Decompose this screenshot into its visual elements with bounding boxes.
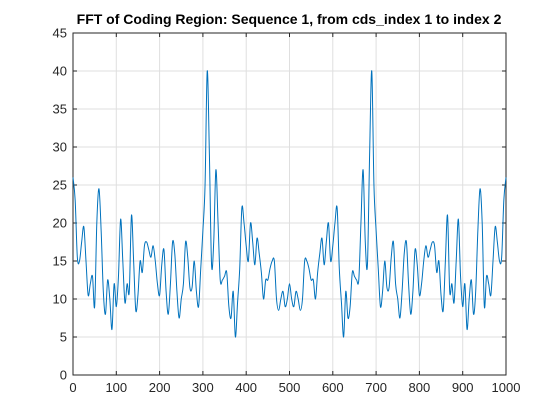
- y-tick-label-5: 25: [53, 178, 67, 193]
- chart-title: FFT of Coding Region: Sequence 1, from c…: [77, 11, 502, 27]
- y-tick-label-4: 20: [53, 216, 67, 231]
- x-tick-label-0: 0: [69, 380, 76, 395]
- series-line: [72, 70, 507, 338]
- x-tick-label-9: 900: [452, 380, 474, 395]
- y-tick-label-1: 5: [60, 330, 67, 345]
- tick-labels: 0 100 200 300 400 500 600 700 800 900 1000 0 5 10 15 20…: [53, 26, 521, 396]
- x-tick-label-8: 800: [409, 380, 431, 395]
- y-tick-label-2: 10: [53, 292, 67, 307]
- x-tick-label-4: 400: [235, 380, 257, 395]
- x-tick-label-7: 700: [365, 380, 387, 395]
- x-tick-label-5: 500: [279, 380, 301, 395]
- ticks: [72, 32, 507, 376]
- x-tick-label-1: 100: [105, 380, 127, 395]
- x-tick-label-6: 600: [322, 380, 344, 395]
- grid: [73, 33, 506, 375]
- y-tick-label-3: 15: [53, 254, 67, 269]
- x-tick-label-2: 200: [149, 380, 171, 395]
- x-tick-label-10: 1000: [492, 380, 521, 395]
- y-tick-label-9: 45: [53, 26, 67, 41]
- y-tick-label-8: 40: [53, 64, 67, 79]
- y-tick-label-7: 35: [53, 102, 67, 117]
- y-tick-label-0: 0: [60, 368, 67, 383]
- x-tick-label-3: 300: [192, 380, 214, 395]
- y-tick-label-6: 30: [53, 140, 67, 155]
